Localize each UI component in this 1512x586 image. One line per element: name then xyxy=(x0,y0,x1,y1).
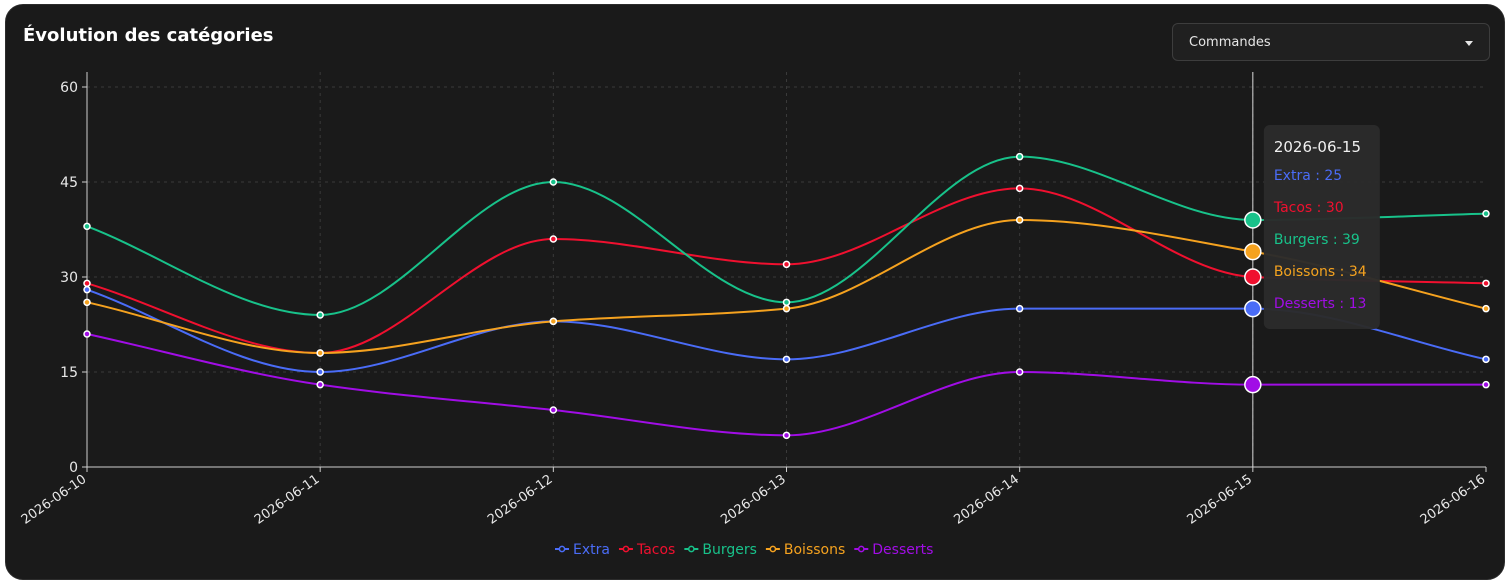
chart-title: Évolution des catégories xyxy=(23,25,274,46)
y-tick-label: 60 xyxy=(60,80,78,96)
legend-marker-icon xyxy=(857,545,865,553)
x-tick-label: 2026-06-15 xyxy=(1185,472,1256,528)
data-point-boissons xyxy=(549,317,558,326)
data-point-boissons xyxy=(316,349,324,357)
data-point-tacos xyxy=(782,260,791,269)
data-point-boissons xyxy=(1015,216,1024,224)
data-point-desserts xyxy=(549,406,558,414)
data-point-burgers xyxy=(1015,152,1024,161)
highlight-point-tacos xyxy=(1244,268,1262,286)
tooltip-item: Desserts : 13 xyxy=(1274,296,1367,312)
legend-item-burgers[interactable]: Burgers xyxy=(684,542,757,558)
data-point-tacos xyxy=(83,279,91,288)
highlight-point-desserts xyxy=(1244,375,1262,394)
tooltip-item: Boissons : 34 xyxy=(1274,264,1367,280)
data-point-extra xyxy=(316,368,324,376)
data-point-tacos xyxy=(549,235,558,243)
highlight-point-burgers xyxy=(1244,211,1262,229)
highlight-point-boissons xyxy=(1244,242,1262,261)
legend-item-tacos[interactable]: Tacos xyxy=(618,542,675,558)
x-tick-label: 2026-06-13 xyxy=(718,472,789,528)
legend-item-boissons[interactable]: Boissons xyxy=(765,542,845,558)
data-point-desserts xyxy=(83,330,91,338)
y-tick-label: 45 xyxy=(60,175,78,191)
tooltip-title: 2026-06-15 xyxy=(1274,138,1361,156)
x-tick-label: 2026-06-10 xyxy=(19,472,90,528)
legend-label: Tacos xyxy=(636,542,675,558)
legend-label: Boissons xyxy=(784,542,845,558)
data-point-extra xyxy=(1015,304,1024,313)
x-tick-label: 2026-06-12 xyxy=(485,472,556,528)
legend-item-extra[interactable]: Extra xyxy=(555,542,610,558)
legend-item-desserts[interactable]: Desserts xyxy=(854,542,933,558)
data-point-desserts xyxy=(1482,380,1490,389)
legend-marker-icon xyxy=(769,545,777,553)
x-tick-label: 2026-06-16 xyxy=(1418,472,1489,528)
data-point-burgers xyxy=(549,178,558,186)
series-line-desserts xyxy=(86,333,1486,437)
legend-label: Burgers xyxy=(702,542,757,558)
metric-select-value: Commandes xyxy=(1189,35,1271,50)
tooltip-item: Burgers : 39 xyxy=(1274,232,1360,248)
data-point-boissons xyxy=(83,298,91,307)
data-point-burgers xyxy=(83,222,91,231)
data-point-extra xyxy=(83,285,91,294)
y-tick-label: 0 xyxy=(69,460,78,476)
tooltip-box xyxy=(1263,125,1380,329)
tooltip-item: Tacos : 30 xyxy=(1273,200,1344,216)
highlight-point-extra xyxy=(1244,299,1262,318)
data-point-burgers xyxy=(1482,209,1490,218)
caret-down-icon xyxy=(1465,41,1473,46)
data-point-tacos xyxy=(1015,184,1024,193)
data-point-desserts xyxy=(316,380,324,389)
legend-label: Desserts xyxy=(872,542,933,558)
x-tick-label: 2026-06-11 xyxy=(252,472,323,528)
data-point-burgers xyxy=(316,311,324,319)
metric-select[interactable]: Commandes xyxy=(1172,23,1490,61)
data-point-desserts xyxy=(1015,368,1024,376)
y-tick-label: 30 xyxy=(60,270,78,286)
data-point-boissons xyxy=(1482,304,1490,313)
tooltip-item: Extra : 25 xyxy=(1274,168,1342,184)
legend-marker-icon xyxy=(622,545,630,553)
legend-label: Extra xyxy=(573,542,610,558)
data-point-desserts xyxy=(782,431,791,440)
data-point-boissons xyxy=(782,304,791,313)
x-tick-label: 2026-06-14 xyxy=(951,472,1022,528)
chart-card: Évolution des catégories Commandes xyxy=(5,4,1505,580)
data-point-extra xyxy=(1482,355,1490,364)
legend: Extra Tacos Burgers Boissons Desserts xyxy=(555,542,933,558)
y-tick-label: 15 xyxy=(60,365,78,381)
data-point-tacos xyxy=(1482,279,1490,288)
data-point-burgers xyxy=(782,298,791,307)
legend-marker-icon xyxy=(558,545,566,553)
data-point-extra xyxy=(782,355,791,364)
legend-marker-icon xyxy=(687,545,695,553)
